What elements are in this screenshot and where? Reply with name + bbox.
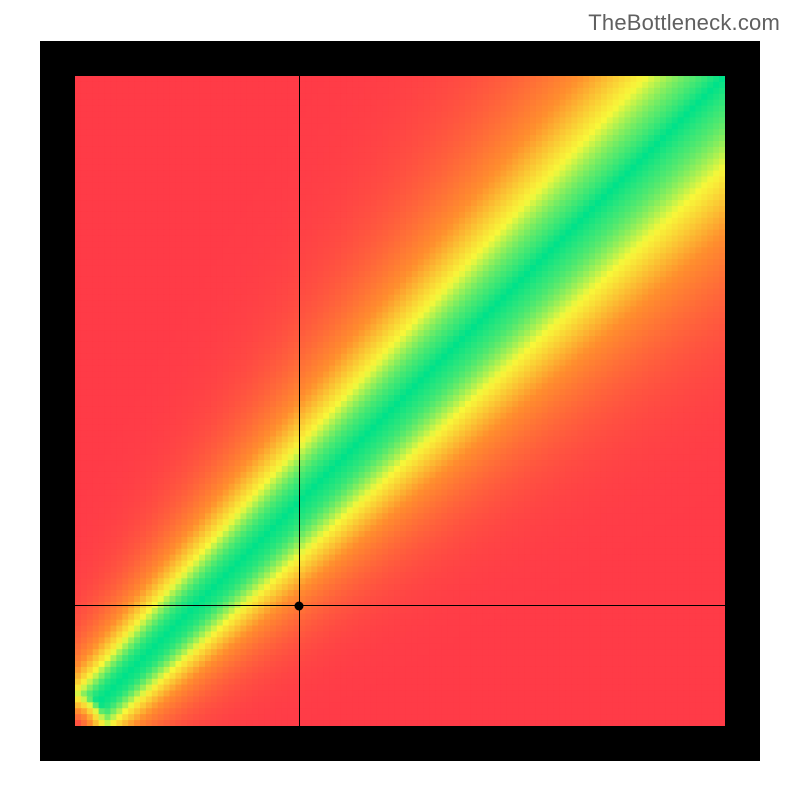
crosshair-vertical-line — [299, 76, 300, 726]
watermark-text: TheBottleneck.com — [588, 10, 780, 36]
crosshair-marker — [295, 601, 304, 610]
heatmap-canvas — [75, 76, 725, 726]
plot-area — [75, 76, 725, 726]
plot-outer-frame — [40, 41, 760, 761]
crosshair-horizontal-line — [75, 605, 725, 606]
